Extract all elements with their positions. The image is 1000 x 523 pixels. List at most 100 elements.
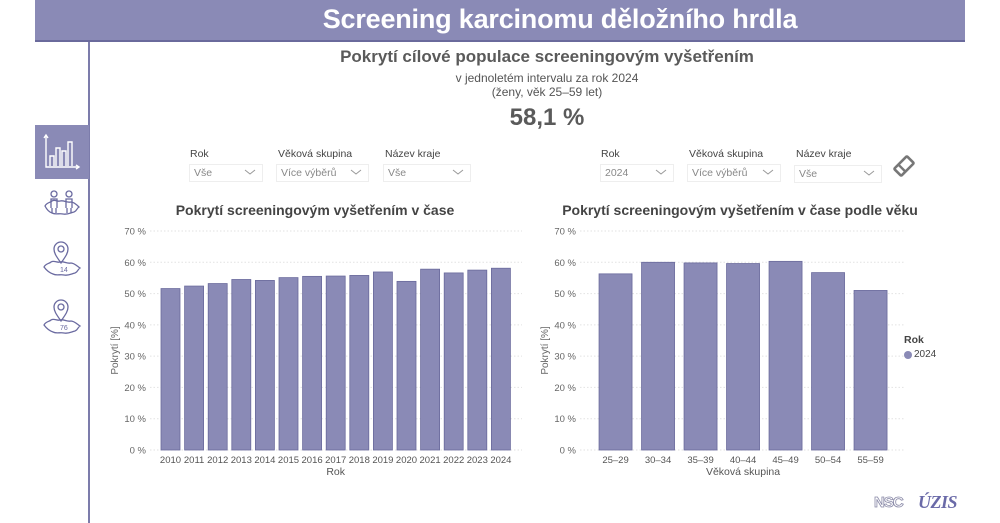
bar[interactable]: [490, 267, 511, 451]
eraser-icon[interactable]: [890, 152, 918, 180]
legend-marker: [904, 350, 912, 359]
bar[interactable]: [254, 280, 275, 451]
bar-chart-age[interactable]: 0 % 10 % 20 % 30 % 40 % 50 % 60 % 70 % 25–29 30–3…: [530, 220, 910, 482]
x-tick-label: 2019: [372, 455, 393, 466]
bar[interactable]: [325, 275, 346, 451]
x-tick-label: 2011: [184, 455, 204, 466]
bar[interactable]: [231, 279, 252, 451]
y-tick-label: 50 %: [554, 289, 576, 300]
sidebar-item-population-map[interactable]: [35, 175, 89, 229]
x-tick-label: 45–49: [772, 455, 798, 466]
kpi-subtitle-population: (ženy, věk 25–59 let): [491, 85, 603, 99]
bar[interactable]: [278, 277, 299, 451]
y-tick-label: 30 %: [124, 352, 146, 363]
map-pin-icon: 76: [43, 299, 82, 334]
bar[interactable]: [420, 268, 441, 451]
bar[interactable]: [207, 283, 228, 451]
filter-region-value: Vše: [799, 168, 818, 180]
y-tick-label: 60 %: [554, 258, 576, 269]
y-tick-label: 20 %: [124, 383, 146, 394]
filter-year-dropdown[interactable]: 2024: [600, 164, 674, 182]
bar[interactable]: [641, 261, 675, 451]
x-tick-label: 2012: [207, 455, 228, 466]
filter-age-dropdown[interactable]: Více výběrů: [276, 164, 369, 182]
filter-age-label: Věková skupina: [689, 148, 764, 160]
chevron-down-icon: [452, 169, 464, 175]
y-axis-title: Pokrytí [%]: [540, 326, 551, 375]
x-tick-label: 2021: [420, 455, 441, 466]
chevron-down-icon: [762, 169, 774, 175]
kpi-title: Pokrytí cílové populace screeningovým vy…: [340, 47, 754, 66]
chart-title-age: Pokrytí screeningovým vyšetřením v čase …: [562, 202, 918, 218]
bar[interactable]: [302, 275, 323, 451]
x-tick-label: 2018: [349, 455, 370, 466]
filter-region-dropdown[interactable]: Vše: [383, 164, 471, 182]
bar[interactable]: [811, 272, 845, 451]
nsc-logo: NSC: [874, 494, 904, 512]
legend-item-2024[interactable]: 2024: [904, 349, 936, 360]
x-tick-label: 2020: [396, 455, 417, 466]
bar[interactable]: [184, 285, 204, 451]
uzis-logo: ÚZIS: [918, 492, 958, 512]
x-tick-label: 2022: [443, 455, 464, 466]
x-tick-label: 35–39: [687, 455, 713, 466]
x-axis-title: Rok: [326, 466, 345, 478]
y-tick-label: 40 %: [554, 320, 576, 331]
filter-region-label: Název kraje: [385, 148, 441, 160]
y-tick-label: 70 %: [124, 227, 146, 238]
x-tick-label: 2024: [490, 455, 511, 466]
page-title: Screening karcinomu děložního hrdla: [322, 4, 798, 34]
page-header: Screening karcinomu děložního hrdla: [35, 0, 965, 42]
kpi-value: 58,1 %: [509, 104, 585, 131]
x-tick-label: 2016: [302, 455, 323, 466]
sidebar-item-trend[interactable]: [35, 125, 89, 179]
filter-year-value: 2024: [605, 167, 629, 179]
bar[interactable]: [467, 269, 488, 451]
x-tick-label: 40–44: [730, 455, 756, 466]
filter-region-dropdown[interactable]: Vše: [794, 165, 882, 183]
bar[interactable]: [598, 273, 633, 451]
y-tick-label: 20 %: [554, 383, 576, 394]
x-tick-label: 2010: [160, 455, 181, 466]
y-tick-label: 70 %: [554, 227, 576, 238]
sidebar-item-districts-76[interactable]: 76: [35, 290, 89, 344]
bar[interactable]: [349, 275, 370, 451]
filter-age-dropdown[interactable]: Více výběrů: [687, 164, 781, 182]
bar[interactable]: [160, 288, 181, 451]
chevron-down-icon: [350, 169, 362, 175]
chevron-down-icon: [244, 169, 256, 175]
x-axis-title: Věková skupina: [706, 466, 780, 478]
kpi-subtitle: v jednoletém intervalu za rok 2024: [455, 71, 639, 85]
bar[interactable]: [372, 271, 393, 451]
y-tick-label: 60 %: [124, 258, 146, 269]
legend-label: 2024: [914, 349, 937, 360]
chevron-down-icon: [655, 169, 667, 175]
bar[interactable]: [683, 262, 718, 451]
y-tick-label: 0 %: [560, 446, 577, 457]
bar-chart-trend[interactable]: 0 %10 %20 %30 %40 %50 %60 %70 %2010 2011 2…: [100, 220, 530, 482]
filter-year-value: Vše: [194, 167, 213, 179]
x-tick-label: 50–54: [815, 455, 841, 466]
bar[interactable]: [443, 272, 464, 451]
bar[interactable]: [853, 290, 888, 451]
y-tick-label: 50 %: [124, 289, 146, 300]
svg-text:76: 76: [60, 325, 68, 332]
chart-title-trend: Pokrytí screeningovým vyšetřením v čase: [175, 202, 455, 218]
sidebar-divider: [88, 42, 90, 523]
x-tick-label: 2014: [254, 455, 275, 466]
filter-year-label: Rok: [601, 148, 620, 160]
sidebar-item-regions-14[interactable]: 14: [35, 232, 89, 286]
x-tick-label: 55–59: [857, 455, 883, 466]
filter-age-value: Více výběrů: [692, 167, 748, 179]
filter-age-label: Věková skupina: [278, 148, 353, 160]
x-tick-label: 2017: [325, 455, 346, 466]
y-tick-label: 0 %: [130, 446, 147, 457]
bar[interactable]: [726, 263, 760, 451]
x-tick-label: 2015: [278, 455, 299, 466]
filter-region-label: Název kraje: [796, 148, 852, 160]
svg-text:14: 14: [60, 267, 68, 274]
bar[interactable]: [396, 280, 417, 451]
y-tick-label: 40 %: [124, 320, 146, 331]
filter-year-dropdown[interactable]: Vše: [189, 164, 263, 182]
bar[interactable]: [768, 260, 803, 451]
